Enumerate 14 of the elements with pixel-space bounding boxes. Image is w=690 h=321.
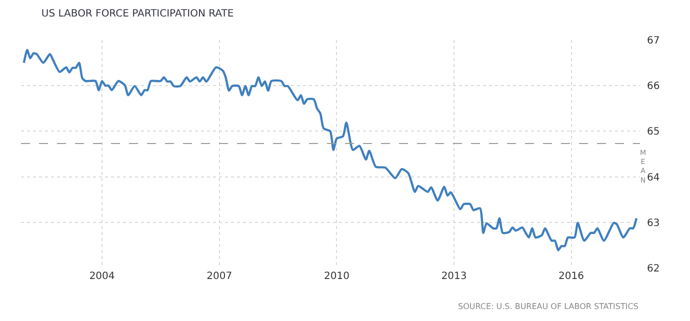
y-tick-label: 62 (647, 264, 660, 274)
y-tick-label: 63 (647, 218, 660, 229)
x-tick-label: 2004 (89, 271, 115, 282)
x-tick-label: 2016 (558, 271, 584, 282)
x-tick-label: 2010 (324, 271, 350, 282)
y-tick-label: 66 (647, 81, 660, 92)
y-tick-label: 64 (647, 172, 660, 184)
x-tick-label: 2013 (441, 271, 467, 282)
source-note: SOURCE: U.S. BUREAU OF LABOR STATISTICS (458, 302, 638, 311)
line-series (22, 48, 638, 252)
x-tick-label: 2007 (206, 271, 232, 282)
y-tick-label: 67 (647, 36, 660, 46)
y-tick-label: 65 (647, 126, 660, 138)
chart-title: US LABOR FORCE PARTICIPATION RATE (41, 8, 234, 20)
